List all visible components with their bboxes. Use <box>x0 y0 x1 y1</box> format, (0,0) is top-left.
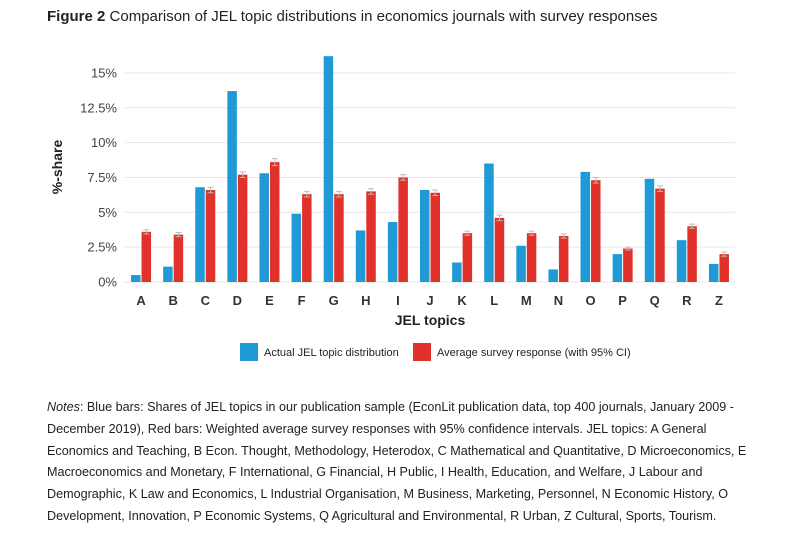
y-tick-label: 10% <box>91 135 117 150</box>
y-tick-label: 5% <box>98 205 117 220</box>
bar-actual <box>387 222 398 282</box>
x-tick-label: O <box>585 293 595 308</box>
x-axis-label: JEL topics <box>395 312 466 328</box>
bar-survey <box>494 217 505 282</box>
bar-actual <box>708 263 719 282</box>
y-tick-label: 2.5% <box>87 240 117 255</box>
figure-title: Figure 2 Comparison of JEL topic distrib… <box>47 8 658 25</box>
bar-actual <box>612 254 623 282</box>
legend-label-survey: Average survey response (with 95% CI) <box>437 347 631 359</box>
bar-actual <box>227 91 237 282</box>
bar-survey <box>237 174 248 282</box>
y-tick-label: 12.5% <box>80 100 117 115</box>
x-tick-label: B <box>168 293 177 308</box>
x-tick-label: E <box>265 293 274 308</box>
bar-survey <box>623 248 633 282</box>
figure-notes: Notes: Blue bars: Shares of JEL topics i… <box>47 397 767 528</box>
x-tick-label: F <box>298 293 306 308</box>
x-tick-label: R <box>682 293 692 308</box>
bar-survey <box>205 190 216 282</box>
bar-actual <box>516 245 526 282</box>
legend-swatch-actual <box>240 343 258 361</box>
bar-survey <box>558 236 569 282</box>
figure-title-text: Comparison of JEL topic distributions in… <box>109 8 658 25</box>
bar-actual <box>676 240 687 282</box>
x-tick-label: C <box>201 293 211 308</box>
x-tick-label: G <box>329 293 339 308</box>
notes-label: Notes <box>47 400 80 414</box>
bar-survey <box>269 162 280 282</box>
bar-actual <box>420 190 430 282</box>
bar-actual <box>548 269 558 282</box>
bar-actual <box>291 213 302 282</box>
legend-swatch-survey <box>413 343 431 361</box>
bar-survey <box>687 226 697 282</box>
bar-actual <box>355 230 366 282</box>
bar-survey <box>591 180 601 282</box>
figure-label: Figure 2 <box>47 8 106 25</box>
bar-actual <box>323 56 334 282</box>
y-tick-label: 0% <box>98 275 117 290</box>
x-tick-label: A <box>136 293 146 308</box>
bar-survey <box>366 191 376 282</box>
bar-survey <box>719 254 729 282</box>
bar-survey <box>655 188 665 282</box>
bar-actual <box>452 262 462 282</box>
bar-actual <box>644 178 655 282</box>
bar-actual <box>131 275 141 282</box>
bar-actual <box>580 171 591 282</box>
bar-actual <box>484 163 494 282</box>
notes-text: : Blue bars: Shares of JEL topics in our… <box>47 400 747 523</box>
bar-survey <box>302 194 312 282</box>
bar-chart: 0% 2.5% 5% 7.5% 10% 12.5% 15% A B C D E F G H I J K L M N O P Q… <box>49 56 735 361</box>
x-tick-label: L <box>490 293 498 308</box>
bar-survey <box>173 234 184 282</box>
bar-survey <box>334 194 344 282</box>
x-tick-label: D <box>233 293 242 308</box>
y-tick-label: 15% <box>91 65 117 80</box>
y-tick-label: 7.5% <box>87 170 117 185</box>
x-tick-label: J <box>426 293 433 308</box>
bar-survey <box>430 192 440 282</box>
bar-survey <box>526 233 537 282</box>
y-axis-label: %-share <box>49 140 65 195</box>
x-tick-label: I <box>396 293 400 308</box>
x-tick-label: Z <box>715 293 723 308</box>
bar-actual <box>163 266 173 282</box>
x-tick-label: H <box>361 293 370 308</box>
bar-survey <box>398 177 408 282</box>
bar-survey <box>462 233 473 282</box>
x-tick-label: P <box>618 293 627 308</box>
bar-actual <box>259 173 269 282</box>
x-tick-label: N <box>554 293 563 308</box>
x-tick-label: K <box>457 293 467 308</box>
x-tick-label: M <box>521 293 532 308</box>
bar-actual <box>195 187 205 282</box>
x-tick-label: Q <box>650 293 660 308</box>
bar-survey <box>141 231 152 282</box>
legend-label-actual: Actual JEL topic distribution <box>264 347 399 359</box>
